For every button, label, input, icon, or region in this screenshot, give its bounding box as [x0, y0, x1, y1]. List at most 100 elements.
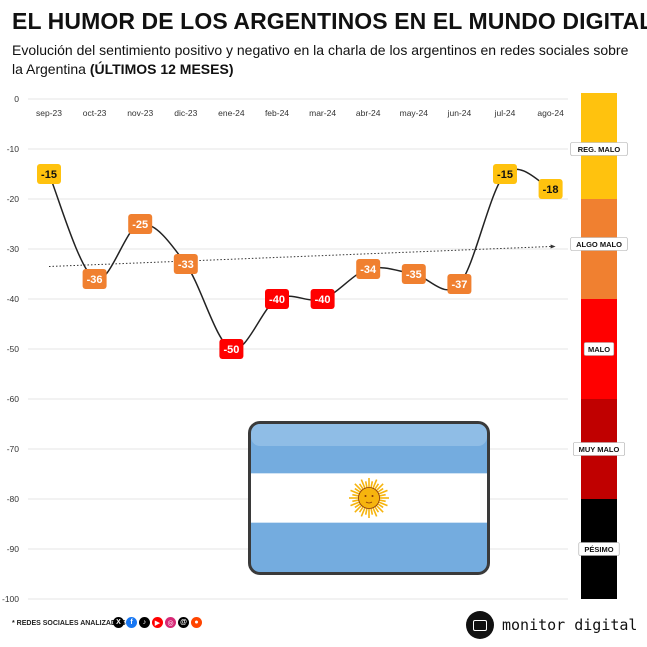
series-line	[48, 168, 551, 350]
subtitle-text: Evolución del sentimiento positivo y neg…	[12, 42, 629, 77]
data-point: -37	[447, 274, 472, 294]
sun-ray	[372, 506, 378, 517]
y-tick-label: -40	[7, 294, 20, 304]
data-point: -34	[356, 259, 381, 279]
sun-eye	[371, 495, 374, 497]
data-label: -50	[223, 344, 239, 356]
sun-ray	[377, 501, 388, 507]
facebook-icon: f	[126, 617, 137, 628]
sun-ray	[354, 487, 362, 494]
page-title: EL HUMOR DE LOS ARGENTINOS EN EL MUNDO D…	[12, 8, 647, 34]
data-point-box	[310, 289, 335, 309]
reddit-icon: ●	[191, 617, 202, 628]
x-tick-label: feb-24	[265, 108, 289, 118]
data-point-box	[447, 274, 472, 294]
scale-band-tag: ALGO MALO	[570, 237, 628, 251]
x-tick-label: abr-24	[356, 108, 381, 118]
data-point-box	[82, 269, 107, 289]
data-label: -15	[497, 169, 513, 181]
data-label: -18	[543, 184, 559, 196]
sun-ray	[354, 502, 362, 509]
data-point-box	[173, 254, 198, 274]
y-tick-label: -60	[7, 394, 20, 404]
sun-ray	[376, 502, 384, 509]
sun-ray	[352, 499, 360, 503]
x-tick-label: jun-24	[447, 108, 472, 118]
flag-shine	[251, 424, 487, 446]
data-point-box	[265, 289, 289, 309]
y-tick-label: -10	[7, 144, 20, 154]
x-tick-label: mar-24	[309, 108, 336, 118]
y-tick-label: -90	[7, 544, 20, 554]
scale-band-tag-box	[573, 442, 625, 456]
x-icon: X	[113, 617, 124, 628]
scale-band-tag-box	[583, 342, 615, 356]
sun-ray	[358, 505, 365, 513]
data-point: -15	[37, 164, 61, 184]
y-tick-label: -20	[7, 194, 20, 204]
scale-band-tag-box	[570, 237, 628, 251]
data-point-box	[37, 164, 61, 184]
social-networks-note: * REDES SOCIALES ANALIZADAS	[12, 620, 126, 627]
x-tick-label: oct-23	[83, 108, 107, 118]
x-tick-label: may-24	[400, 108, 429, 118]
sun-ray	[370, 481, 374, 489]
scale-band-tag: MALO	[583, 342, 615, 356]
sun-ray	[352, 493, 360, 497]
brand-name: monitor digital	[502, 616, 638, 634]
sun-ray	[354, 504, 363, 513]
data-point: -25	[128, 214, 153, 234]
x-tick-label: sep-23	[36, 108, 62, 118]
x-tick-label: ene-24	[218, 108, 245, 118]
sun-ray	[358, 483, 365, 491]
scale-band-tag: REG. MALO	[570, 142, 628, 156]
sun-ray	[378, 499, 386, 503]
y-tick-label: -30	[7, 244, 20, 254]
tiktok-icon: ♪	[139, 617, 150, 628]
y-tick-label: -100	[2, 594, 19, 604]
data-point: -36	[82, 269, 107, 289]
data-point: -50	[219, 339, 244, 359]
data-point-box	[356, 259, 381, 279]
instagram-icon: ◎	[165, 617, 176, 628]
sun-ray	[373, 505, 380, 513]
data-point: -35	[401, 264, 426, 284]
data-point-box	[538, 179, 563, 199]
sun-ray	[378, 493, 386, 497]
scale-band-tag: MUY MALO	[573, 442, 625, 456]
y-tick-label: -50	[7, 344, 20, 354]
data-label: -15	[41, 169, 57, 181]
subtitle-period: (ÚLTIMOS 12 MESES)	[89, 61, 234, 77]
data-point-box	[493, 164, 517, 184]
sun-ray	[350, 489, 361, 495]
sun-ray	[360, 506, 366, 517]
sun-ray	[360, 479, 366, 490]
data-label: -37	[451, 279, 467, 291]
y-tick-label: -70	[7, 444, 20, 454]
x-tick-label: ago-24	[537, 108, 564, 118]
y-tick-label: 0	[14, 94, 19, 104]
data-point: -40	[265, 289, 289, 309]
scale-band-tag: PÉSIMO	[578, 542, 620, 556]
data-point: -40	[310, 289, 335, 309]
data-label: -40	[269, 294, 285, 306]
data-point: -15	[493, 164, 517, 184]
sun-ray	[350, 501, 361, 507]
sun-ray	[376, 487, 384, 494]
sun-ray	[377, 489, 388, 495]
x-tick-label: nov-23	[127, 108, 153, 118]
sun-mouth	[365, 501, 373, 504]
data-point-box	[219, 339, 244, 359]
data-label: -36	[87, 274, 103, 286]
data-point: -33	[173, 254, 198, 274]
subtitle: Evolución del sentimiento positivo y neg…	[12, 41, 642, 79]
sun-ray	[372, 479, 378, 490]
data-label: -35	[406, 269, 422, 281]
sun-of-may-icon	[349, 478, 389, 518]
brand: monitor digital	[466, 611, 637, 639]
sun-disc	[358, 487, 380, 509]
sun-ray	[354, 483, 363, 492]
trend-arrow	[550, 244, 556, 249]
